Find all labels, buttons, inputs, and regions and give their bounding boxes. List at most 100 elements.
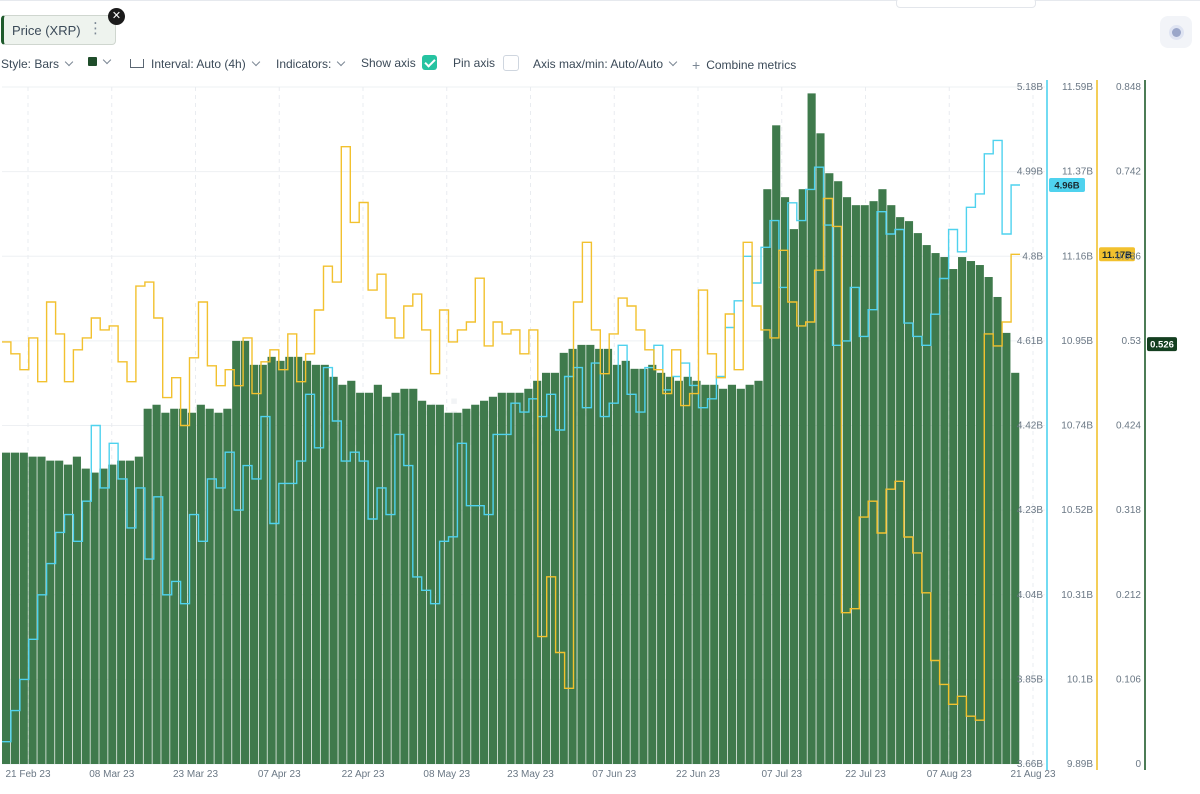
- bar: [958, 257, 967, 764]
- bar: [223, 408, 232, 764]
- gold-axis-tick-label: 10.74B: [1061, 421, 1093, 432]
- bar: [90, 472, 99, 764]
- top-divider: [0, 0, 1200, 1]
- checkbox-unchecked-icon[interactable]: [503, 55, 520, 71]
- bar: [515, 392, 524, 764]
- bar: [179, 408, 188, 764]
- bar: [993, 296, 1002, 764]
- bar: [249, 364, 258, 764]
- x-axis-tick-label: 22 Jun 23: [676, 769, 720, 780]
- bar: [736, 388, 745, 764]
- bar: [108, 464, 117, 764]
- metric-chip[interactable]: Price (XRP) ⋮: [1, 15, 116, 45]
- bar: [125, 460, 135, 764]
- bar: [10, 452, 19, 764]
- bar: [488, 396, 498, 764]
- x-axis-tick-label: 23 May 23: [507, 769, 554, 780]
- green-axis-tick-label: 0.53: [1122, 336, 1142, 347]
- top-search-box[interactable]: [896, 0, 1036, 8]
- combine-metrics-label: Combine metrics: [706, 58, 797, 72]
- bar: [763, 189, 772, 764]
- bar: [878, 189, 887, 764]
- bar: [754, 380, 763, 764]
- more-options-icon[interactable]: ⋮: [88, 20, 103, 37]
- style-label: Style: Bars: [1, 57, 60, 71]
- gold-axis-tick-label: 11.37B: [1062, 167, 1093, 178]
- show-axis-label: Show axis: [361, 55, 416, 70]
- x-axis-tick-label: 08 May 23: [423, 769, 470, 780]
- bar: [480, 400, 489, 764]
- bar: [966, 261, 976, 764]
- bar: [869, 201, 878, 764]
- bar: [904, 221, 914, 764]
- axis-maxmin-dropdown[interactable]: Axis max/min: Auto/Auto: [533, 57, 678, 71]
- pin-axis-toggle[interactable]: Pin axis: [453, 55, 520, 71]
- bar: [37, 456, 46, 764]
- x-axis-tick-label: 22 Jul 23: [845, 769, 886, 780]
- bar: [816, 133, 825, 765]
- settings-dot-icon: [1171, 27, 1181, 37]
- bar: [356, 392, 365, 764]
- x-axis-tick-label: 07 Aug 23: [927, 769, 972, 780]
- style-dropdown[interactable]: Style: Bars: [1, 57, 74, 71]
- interval-label: Interval: Auto (4h): [151, 57, 246, 71]
- x-axis-tick-label: 23 Mar 23: [173, 769, 218, 780]
- bar: [922, 245, 931, 764]
- green-axis-tick-label: 0.848: [1116, 82, 1141, 93]
- color-picker[interactable]: [88, 55, 112, 66]
- green-axis-tick-label: 0.318: [1116, 505, 1141, 516]
- x-axis-tick-label: 07 Jul 23: [761, 769, 802, 780]
- bar: [807, 93, 816, 764]
- bar: [559, 352, 568, 764]
- combine-metrics-button[interactable]: + Combine metrics: [692, 57, 796, 73]
- bar: [471, 404, 480, 764]
- bar: [55, 460, 64, 764]
- gold-current-value-badge: [1099, 247, 1135, 262]
- gold-axis-tick-label: 11.16B: [1062, 251, 1093, 262]
- bar: [170, 408, 179, 764]
- chart-toolbar: Style: Bars Interval: Auto (4h) Indicato…: [0, 55, 1200, 75]
- show-axis-toggle[interactable]: Show axis: [361, 55, 437, 70]
- bar: [887, 205, 896, 764]
- bar: [603, 348, 613, 764]
- settings-button[interactable]: [1160, 16, 1192, 48]
- bar: [657, 372, 666, 764]
- axis-maxmin-label: Axis max/min: Auto/Auto: [533, 57, 664, 71]
- bar: [497, 392, 506, 764]
- bar: [683, 376, 692, 764]
- bar: [789, 229, 798, 765]
- bar: [117, 460, 126, 764]
- cyan-axis-tick-label: 5.18B: [1017, 82, 1043, 93]
- bar: [187, 412, 197, 764]
- bar: [780, 197, 790, 765]
- gold-current-value-text: 11.17B: [1102, 250, 1132, 261]
- cyan-axis-tick-label: 4.61B: [1017, 336, 1043, 347]
- gold-series-line: [2, 146, 1020, 721]
- green-axis-tick-label: 0.742: [1116, 167, 1141, 178]
- pin-axis-label: Pin axis: [453, 56, 496, 70]
- bar: [382, 396, 391, 764]
- cyan-axis-tick-label: 4.99B: [1017, 167, 1043, 178]
- gold-axis-tick-label: 9.89B: [1067, 759, 1093, 770]
- bar: [612, 364, 621, 764]
- x-axis-tick-label: 08 Mar 23: [89, 769, 134, 780]
- bar: [444, 412, 453, 764]
- green-axis-tick-label: 0: [1135, 759, 1141, 770]
- plus-icon: +: [692, 57, 701, 73]
- interval-dropdown[interactable]: Interval: Auto (4h): [130, 57, 260, 71]
- indicators-dropdown[interactable]: Indicators:: [276, 57, 346, 71]
- bar: [949, 269, 958, 764]
- bar: [28, 456, 37, 764]
- cyan-axis-tick-label: 3.66B: [1017, 759, 1043, 770]
- green-current-value-badge: [1147, 337, 1177, 352]
- checkbox-checked-icon[interactable]: [421, 55, 437, 70]
- bar: [842, 197, 852, 765]
- bar: [834, 181, 843, 764]
- bar: [648, 364, 657, 764]
- close-icon[interactable]: ✕: [108, 8, 125, 25]
- x-axis-tick-label: 07 Apr 23: [258, 769, 301, 780]
- bar: [896, 217, 905, 764]
- bar: [453, 412, 462, 764]
- bar: [373, 384, 382, 764]
